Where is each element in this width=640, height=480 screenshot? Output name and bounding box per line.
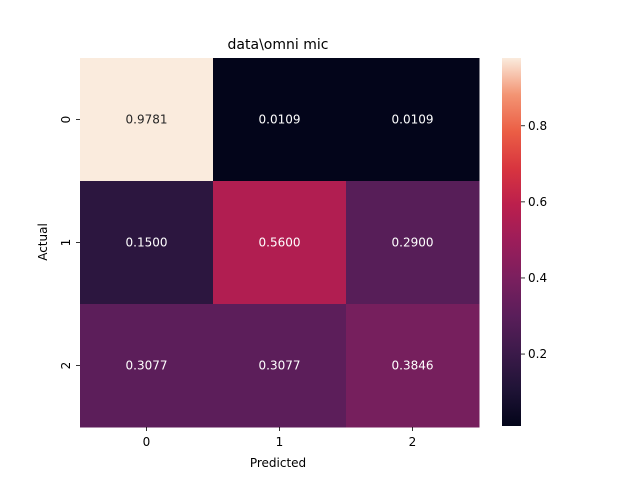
heatmap-cell bbox=[80, 304, 214, 428]
colorbar-ticks: 0.2 0.4 0.6 0.8 bbox=[521, 119, 547, 361]
heatmap-cell bbox=[213, 181, 347, 305]
x-tick-label: 1 bbox=[276, 435, 284, 449]
cell-value-label: 0.0109 bbox=[392, 113, 434, 127]
heatmap-cell bbox=[346, 181, 480, 305]
cell-value-label: 0.3077 bbox=[259, 359, 301, 373]
colorbar-tick-label: 0.8 bbox=[528, 119, 547, 133]
colorbar-tick-label: 0.4 bbox=[528, 271, 547, 285]
colorbar bbox=[502, 58, 521, 426]
heatmap-cell bbox=[213, 304, 347, 428]
cell-value-label: 0.3077 bbox=[126, 359, 168, 373]
cell-value-label: 0.0109 bbox=[259, 113, 301, 127]
cell-value-label: 0.3846 bbox=[392, 359, 434, 373]
heatmap-cell bbox=[346, 58, 480, 182]
cell-value-label: 0.5600 bbox=[259, 236, 301, 250]
colorbar-tick-label: 0.2 bbox=[528, 347, 547, 361]
cell-value-label: 0.2900 bbox=[392, 236, 434, 250]
x-tick-label: 0 bbox=[143, 435, 151, 449]
y-axis-label: Actual bbox=[36, 223, 50, 261]
chart-title: data\omni mic bbox=[228, 37, 329, 53]
y-tick-label: 0 bbox=[59, 116, 73, 124]
x-axis-ticks: 0 1 2 bbox=[143, 427, 417, 449]
colorbar-tick-label: 0.6 bbox=[528, 195, 547, 209]
heatmap-cell bbox=[213, 58, 347, 182]
heatmap-cells: 0.9781 0.0109 0.0109 0.1500 0.5600 0.2900 0.30… bbox=[80, 58, 480, 428]
x-tick-label: 2 bbox=[409, 435, 417, 449]
y-axis-ticks: 0 1 2 bbox=[59, 116, 80, 370]
heatmap-cell bbox=[80, 181, 214, 305]
heatmap-cell bbox=[80, 58, 214, 182]
cell-value-label: 0.1500 bbox=[126, 236, 168, 250]
y-tick-label: 2 bbox=[59, 362, 73, 370]
x-axis-label: Predicted bbox=[250, 456, 306, 470]
heatmap-cell bbox=[346, 304, 480, 428]
cell-value-label: 0.9781 bbox=[126, 113, 168, 127]
y-tick-label: 1 bbox=[59, 239, 73, 247]
